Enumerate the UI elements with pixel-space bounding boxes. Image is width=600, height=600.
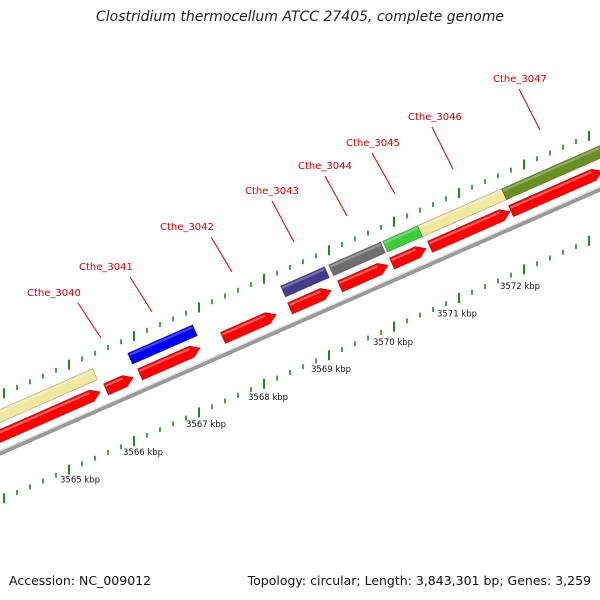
cds-track <box>0 168 600 447</box>
gene-label-cthe-3042[interactable]: Cthe_3042 <box>160 222 214 233</box>
leader-line <box>518 88 541 131</box>
gene-label-cthe-3044[interactable]: Cthe_3044 <box>298 161 352 172</box>
gene-label-cthe-3047[interactable]: Cthe_3047 <box>493 74 547 85</box>
accession-text: Accession: NC_009012 <box>9 573 152 588</box>
gene-label-cthe-3040[interactable]: Cthe_3040 <box>27 288 81 299</box>
feature-track <box>0 145 600 427</box>
genome-summary-text: Topology: circular; Length: 3,843,301 bp… <box>247 573 591 588</box>
cds-arrow <box>0 389 101 447</box>
kbp-label: 3569 kbp <box>311 365 351 375</box>
leader-line <box>129 276 153 313</box>
kbp-label: 3571 kbp <box>437 310 477 320</box>
leader-line <box>431 126 454 170</box>
backbone-line <box>0 186 600 456</box>
inner-tick-track <box>3 235 590 504</box>
kbp-label: 3572 kbp <box>500 282 540 292</box>
outer-tick-track <box>3 130 590 399</box>
leader-line <box>210 236 233 273</box>
kbp-scale-labels: 3565 kbp 3566 kbp 3567 kbp 3568 kbp 3569 kbp… <box>60 282 540 486</box>
leader-line <box>371 152 396 195</box>
kbp-label: 3570 kbp <box>373 338 413 348</box>
map-title: Clostridium thermocellum ATCC 27405, com… <box>96 9 504 25</box>
cds-arrow <box>508 168 600 218</box>
kbp-label: 3566 kbp <box>123 448 163 458</box>
cds-arrow <box>103 375 134 396</box>
cds-arrow <box>427 209 511 253</box>
cds-arrow <box>137 345 201 381</box>
gene-label-cthe-3045[interactable]: Cthe_3045 <box>346 138 400 149</box>
leader-line <box>324 175 348 217</box>
cds-arrow <box>220 312 277 344</box>
kbp-label: 3565 kbp <box>60 476 100 486</box>
gene-label-cthe-3046[interactable]: Cthe_3046 <box>408 112 462 123</box>
feature-cthe-3044 <box>328 241 386 277</box>
label-leader-lines <box>77 88 541 339</box>
genome-backbone <box>0 186 600 456</box>
leader-line <box>271 200 295 243</box>
gene-label-cthe-3041[interactable]: Cthe_3041 <box>79 262 133 273</box>
feature-cthe-3045 <box>382 225 423 253</box>
kbp-label: 3567 kbp <box>186 420 226 430</box>
gene-labels[interactable]: Cthe_3040 Cthe_3041 Cthe_3042 Cthe_3043 Cthe… <box>27 74 547 299</box>
cds-arrow <box>337 263 389 293</box>
gene-label-cthe-3043[interactable]: Cthe_3043 <box>245 186 299 197</box>
feature-cthe-3047 <box>501 145 600 201</box>
feature-cthe-3040 <box>0 368 98 427</box>
kbp-label: 3568 kbp <box>248 393 288 403</box>
backbone-highlight <box>0 186 600 452</box>
leader-line <box>77 302 102 339</box>
feature-cthe-3043 <box>280 266 330 298</box>
cds-arrow <box>389 246 427 270</box>
feature-cthe-3041 <box>127 324 198 365</box>
cds-arrow <box>287 288 332 315</box>
